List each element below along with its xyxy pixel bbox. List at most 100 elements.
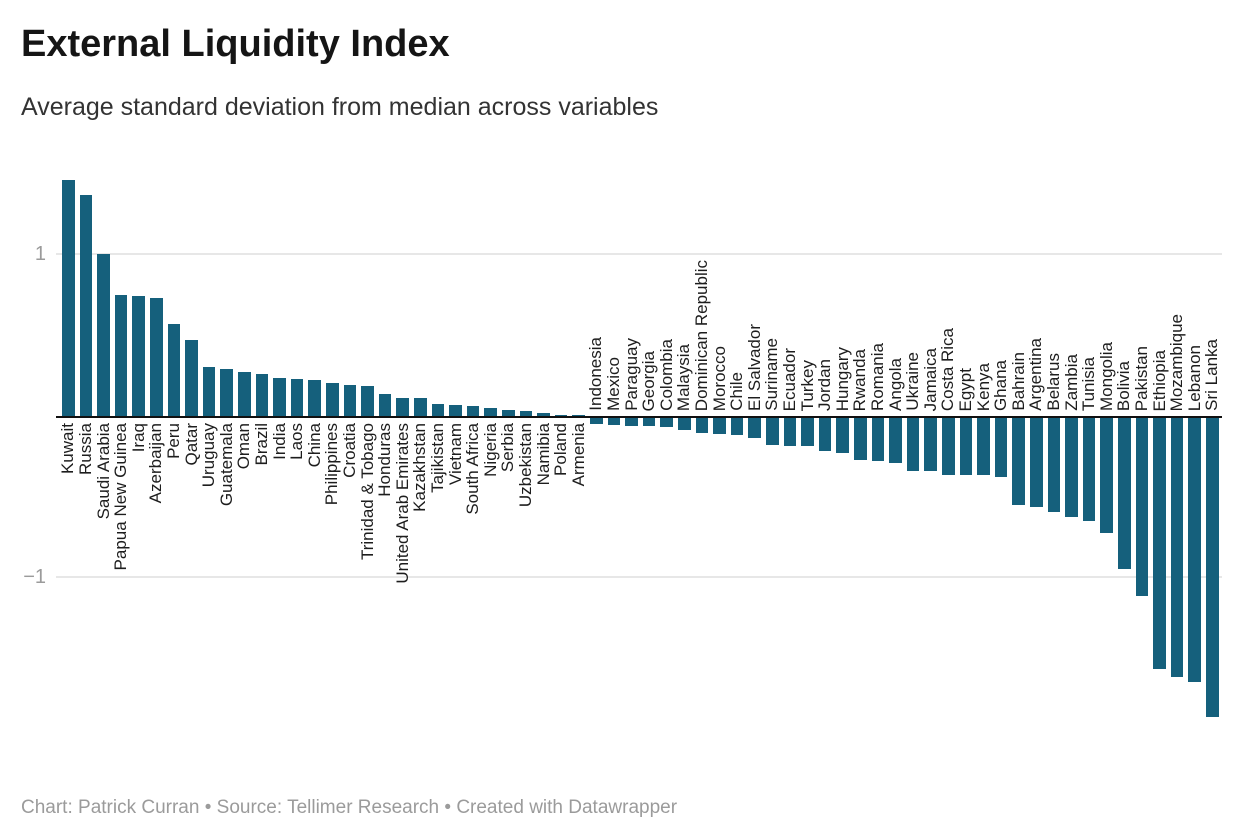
- bar-costa-rica[interactable]: [942, 417, 955, 475]
- bar-romania[interactable]: [871, 417, 885, 461]
- bar-uzbekistan[interactable]: [519, 411, 533, 417]
- bar-saudi-arabia[interactable]: [97, 254, 110, 417]
- country-label-belarus: Belarus: [1044, 353, 1064, 411]
- chart-subtitle: Average standard deviation from median a…: [21, 93, 659, 121]
- bar-turkey[interactable]: [801, 417, 814, 447]
- bar-el-salvador[interactable]: [748, 417, 761, 438]
- country-label-armenia: Armenia: [568, 423, 588, 487]
- country-label-paraguay: Paraguay: [621, 338, 641, 411]
- chart-footer-credit: Chart: Patrick Curran • Source: Tellimer…: [21, 797, 678, 818]
- bar-georgia[interactable]: [642, 417, 656, 427]
- bar-belarus[interactable]: [1047, 417, 1061, 513]
- country-label-vietnam: Vietnam: [445, 423, 465, 486]
- bar-laos[interactable]: [290, 379, 304, 417]
- bar-malaysia[interactable]: [678, 417, 691, 430]
- bar-brazil[interactable]: [255, 373, 269, 417]
- bar-suriname[interactable]: [766, 417, 779, 445]
- bar-hungary[interactable]: [836, 417, 849, 453]
- bar-south-africa[interactable]: [466, 405, 480, 417]
- bar-trinidad-tobago[interactable]: [361, 386, 374, 417]
- country-label-papua-new-guinea: Papua New Guinea: [111, 423, 131, 571]
- country-label-azerbaijan: Azerbaijan: [146, 423, 166, 504]
- bar-russia[interactable]: [79, 194, 93, 417]
- bar-lebanon[interactable]: [1188, 417, 1201, 682]
- bar-jamaica[interactable]: [924, 417, 937, 472]
- bar-zambia[interactable]: [1065, 417, 1078, 518]
- bar-nigeria[interactable]: [484, 408, 497, 417]
- country-label-sri-lanka: Sri Lanka: [1202, 339, 1222, 411]
- country-label-oman: Oman: [234, 423, 254, 470]
- country-label-indonesia: Indonesia: [586, 337, 606, 411]
- country-label-honduras: Honduras: [375, 423, 395, 497]
- bar-argentina[interactable]: [1030, 417, 1043, 507]
- bar-morocco[interactable]: [713, 417, 726, 434]
- bar-pakistan[interactable]: [1135, 417, 1149, 597]
- bar-ecuador[interactable]: [783, 417, 797, 446]
- country-label-qatar: Qatar: [181, 423, 201, 466]
- bar-iraq[interactable]: [132, 296, 145, 417]
- y-axis-tick-plus-one: 1: [34, 243, 46, 265]
- y-axis-tick-minus-one: −1: [23, 566, 46, 588]
- bar-vietnam[interactable]: [449, 404, 462, 417]
- country-label-uruguay: Uruguay: [199, 423, 219, 488]
- country-label-costa-rica: Costa Rica: [938, 327, 958, 411]
- bar-dominican-republic[interactable]: [695, 417, 709, 433]
- bar-kenya[interactable]: [977, 417, 990, 476]
- country-label-kuwait: Kuwait: [58, 423, 78, 475]
- bar-mozambique[interactable]: [1170, 417, 1184, 677]
- bar-mongolia[interactable]: [1100, 417, 1113, 534]
- country-label-morocco: Morocco: [709, 345, 729, 411]
- chart-title: External Liquidity Index: [21, 23, 450, 65]
- country-label-tunisia: Tunisia: [1079, 356, 1099, 411]
- country-label-dominican-republic: Dominican Republic: [692, 259, 712, 411]
- bar-colombia[interactable]: [660, 417, 673, 428]
- bar-bolivia[interactable]: [1118, 417, 1131, 569]
- bar-namibia[interactable]: [537, 412, 550, 417]
- bar-india[interactable]: [273, 377, 286, 417]
- bar-egypt[interactable]: [959, 417, 973, 475]
- bar-tajikistan[interactable]: [431, 404, 445, 417]
- bar-paraguay[interactable]: [625, 417, 638, 426]
- bar-azerbaijan[interactable]: [150, 297, 163, 417]
- bar-rwanda[interactable]: [854, 417, 867, 461]
- country-label-georgia: Georgia: [639, 350, 659, 411]
- bar-croatia[interactable]: [343, 384, 357, 417]
- bar-kazakhstan[interactable]: [414, 398, 427, 417]
- bar-ghana[interactable]: [994, 417, 1008, 478]
- bar-serbia[interactable]: [502, 409, 515, 417]
- country-label-jamaica: Jamaica: [920, 347, 940, 411]
- gridline-minus-one: [56, 576, 1222, 578]
- bar-ukraine[interactable]: [906, 417, 920, 471]
- country-label-rwanda: Rwanda: [850, 348, 870, 411]
- bar-philippines[interactable]: [326, 383, 339, 417]
- country-label-tajikistan: Tajikistan: [428, 423, 448, 493]
- country-label-argentina: Argentina: [1026, 338, 1046, 411]
- country-label-suriname: Suriname: [762, 338, 782, 411]
- bar-united-arab-emirates[interactable]: [396, 397, 409, 417]
- country-label-trinidad-tobago: Trinidad & Tobago: [357, 423, 377, 561]
- country-label-kazakhstan: Kazakhstan: [410, 423, 430, 512]
- bar-guatemala[interactable]: [220, 368, 233, 417]
- bar-oman[interactable]: [238, 371, 251, 417]
- bar-honduras[interactable]: [378, 394, 392, 417]
- bar-qatar[interactable]: [185, 339, 198, 417]
- bar-kuwait[interactable]: [62, 180, 75, 417]
- bar-jordan[interactable]: [818, 417, 832, 452]
- bar-angola[interactable]: [889, 417, 902, 463]
- bar-bahrain[interactable]: [1012, 417, 1025, 506]
- bar-papua-new-guinea[interactable]: [114, 294, 128, 417]
- bar-china[interactable]: [308, 379, 321, 417]
- bar-chile[interactable]: [730, 417, 744, 436]
- bar-indonesia[interactable]: [590, 417, 603, 424]
- bar-uruguay[interactable]: [202, 367, 216, 417]
- bar-peru[interactable]: [167, 323, 181, 417]
- bar-tunisia[interactable]: [1082, 417, 1096, 521]
- country-label-jordan: Jordan: [815, 359, 835, 411]
- bar-ethiopia[interactable]: [1153, 417, 1166, 669]
- country-label-kenya: Kenya: [973, 362, 993, 411]
- country-label-south-africa: South Africa: [463, 423, 483, 515]
- country-label-philippines: Philippines: [322, 423, 342, 506]
- bar-sri-lanka[interactable]: [1206, 417, 1219, 717]
- country-label-egypt: Egypt: [956, 367, 976, 411]
- bar-mexico[interactable]: [607, 417, 621, 425]
